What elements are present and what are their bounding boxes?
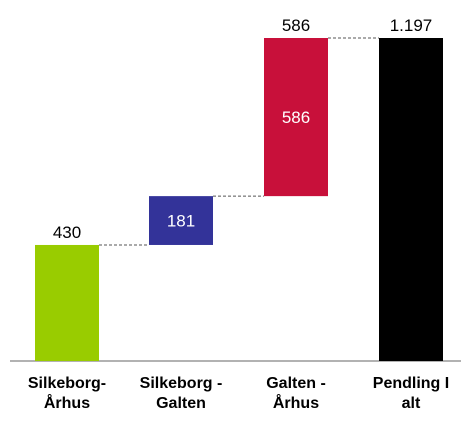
bar-1 [35,244,99,361]
category-label-3-line-2: Århus [273,393,319,412]
category-label-1-line-1: Silkeborg- [28,375,106,392]
bar-4 [379,38,443,361]
bar-2 [149,196,213,245]
bar-3 [264,38,328,197]
value-label-inner-2: 181 [167,212,195,231]
category-label-2-line-2: Galten [156,395,206,412]
category-label-3-line-1: Galten - [266,375,326,392]
category-label-1-line-2: Århus [44,393,90,412]
category-label-4-line-2: alt [402,395,421,412]
value-label-top-1: 430 [53,223,81,242]
category-label-2-line-1: Silkeborg - [140,375,223,392]
category-label-4-line-1: Pendling I [373,375,449,392]
bar-group [35,38,443,361]
value-label-top-3: 586 [282,16,310,35]
value-label-inner-3: 586 [282,108,310,127]
connector-group [99,37,379,246]
value-label-top-4: 1.197 [390,16,433,35]
